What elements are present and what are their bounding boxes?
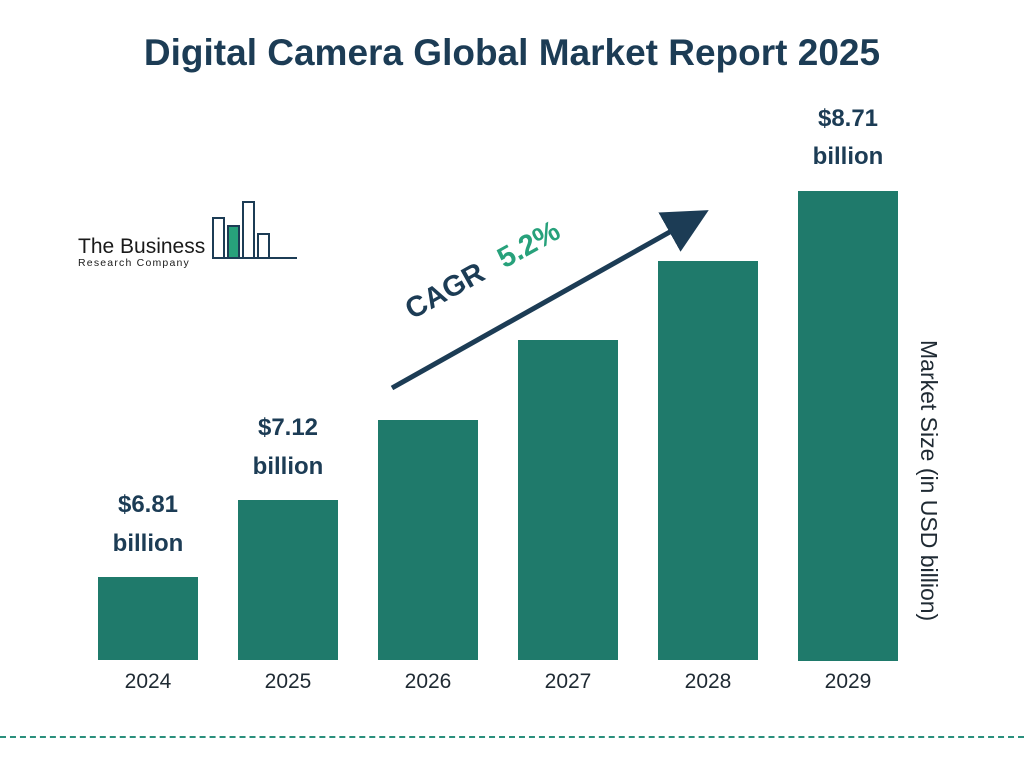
bar-column: $8.71 billion 2029	[798, 100, 898, 694]
bar-column: $7.12 billion 2025	[238, 100, 338, 694]
bar-2024	[98, 577, 198, 660]
page-title: Digital Camera Global Market Report 2025	[143, 32, 881, 73]
bar-value-label: $7.12 billion	[252, 414, 324, 480]
x-tick-label: 2027	[544, 670, 592, 693]
x-tick-label: 2026	[404, 670, 452, 693]
bar-2028	[658, 261, 758, 660]
x-tick-label: 2028	[684, 670, 732, 693]
bar-column: 2026	[378, 100, 478, 694]
bar-2027	[518, 340, 618, 660]
logo-line2: Research Company	[78, 256, 190, 269]
bar-2029	[798, 190, 898, 661]
bar-value-label: $6.81 billion	[112, 491, 184, 557]
company-logo-text: The Business Research Company	[78, 234, 206, 269]
logo-bars-icon	[211, 198, 299, 269]
bar-chart: $6.81 billion 2024 $7.12 billion 2025 2026 2027…	[98, 100, 898, 694]
y-axis-label: Market Size (in USD billion)	[916, 340, 942, 622]
x-tick-label: 2024	[124, 670, 172, 693]
logo-line1: The Business	[78, 234, 206, 258]
bottom-dashed-divider	[0, 736, 1024, 738]
bar-column: $6.81 billion 2024	[98, 100, 198, 694]
x-tick-label: 2025	[264, 670, 312, 693]
bar-value-label: $8.71 billion	[812, 105, 884, 171]
company-logo: The Business Research Company	[78, 198, 299, 269]
bar-2026	[378, 420, 478, 660]
x-tick-label: 2029	[824, 670, 872, 693]
bar-2025	[238, 500, 338, 660]
bar-column: 2027	[518, 100, 618, 694]
bar-column: 2028	[658, 100, 758, 694]
